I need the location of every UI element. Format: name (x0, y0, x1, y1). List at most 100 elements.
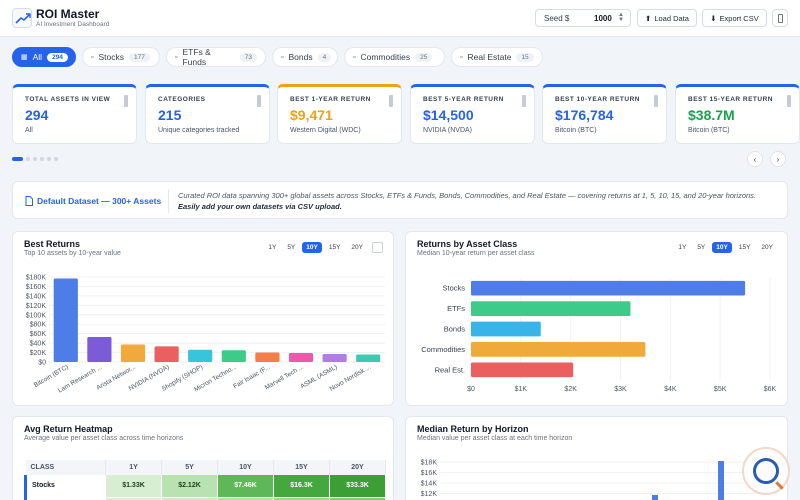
asset-class-panel: Returns by Asset Class Median 10-year re… (405, 231, 788, 406)
timeframe-1y[interactable]: 1Y (268, 244, 277, 251)
heatmap-panel: Avg Return Heatmap Average value per ass… (12, 416, 394, 500)
drag-handle-icon[interactable] (389, 95, 393, 107)
tab-commodities[interactable]: ▫ Commodities 25 (344, 47, 445, 67)
chevron-right-icon: › (776, 154, 780, 164)
bar (221, 350, 246, 362)
export-csv-label: Export CSV (719, 13, 759, 23)
x-tick-label: $2K (564, 386, 577, 393)
stat-card-best-15y[interactable]: BEST 15-YEAR RETURN $38.7M Bitcoin (BTC) (675, 84, 800, 144)
timeframe-5y[interactable]: 5Y (697, 244, 706, 251)
stat-card-best-1y[interactable]: BEST 1-YEAR RETURN $9,471 Western Digita… (277, 84, 402, 144)
column-header[interactable]: CLASS (25, 460, 106, 475)
seed-value[interactable]: 1000 (594, 14, 612, 23)
stat-label: BEST 5-YEAR RETURN (423, 96, 504, 103)
column-header[interactable]: 10Y (217, 460, 274, 475)
panel-subtitle: Median 10-year return per asset class (417, 250, 535, 257)
spinner-icon[interactable]: ▲ ▼ (618, 12, 624, 23)
carousel-dot[interactable] (54, 157, 58, 161)
stat-sub: Western Digital (WDC) (290, 127, 361, 134)
y-tick-label: $0 (38, 360, 46, 367)
stat-card-categories[interactable]: CATEGORIES 215 Unique categories tracked (145, 84, 270, 144)
column-header[interactable]: 5Y (161, 460, 218, 475)
timeframe-10y[interactable]: 10Y (712, 242, 732, 253)
bar (471, 321, 541, 337)
carousel-next-button[interactable]: › (770, 151, 786, 167)
y-tick-label: $40K (30, 341, 47, 348)
tab-real-estate[interactable]: ▫ Real Estate 15 (451, 47, 543, 67)
heat-cell (161, 497, 218, 500)
drag-handle-icon[interactable] (124, 95, 128, 107)
stat-card-total-assets[interactable]: TOTAL ASSETS IN VIEW 294 All (12, 84, 137, 144)
tab-label: Real Estate (467, 52, 512, 62)
divider (168, 189, 169, 213)
stat-value: $14,500 (423, 107, 474, 123)
panel-title: Returns by Asset Class (417, 239, 518, 249)
bar (718, 461, 724, 500)
y-tick-label: $80K (30, 322, 47, 329)
drag-handle-icon[interactable] (787, 95, 791, 107)
y-tick-label: $16K (421, 470, 438, 477)
timeframe-20y[interactable]: 20Y (351, 244, 363, 251)
carousel-dot[interactable] (47, 157, 51, 161)
x-tick-label: $1K (515, 386, 528, 393)
stat-label: BEST 10-YEAR RETURN (555, 96, 640, 103)
tab-count: 15 (516, 52, 534, 62)
banner-description: Curated ROI data spanning 300+ global as… (178, 191, 757, 200)
column-header[interactable]: 15Y (273, 460, 330, 475)
panel-subtitle: Average value per asset class across tim… (24, 435, 184, 442)
drag-handle-icon[interactable] (257, 95, 261, 107)
column-header[interactable]: 1Y (105, 460, 162, 475)
drag-handle-icon[interactable] (654, 95, 658, 107)
y-tick-label: ETFs (447, 304, 465, 313)
tab-etfs-funds[interactable]: ▫ ETFs & Funds 73 (166, 47, 266, 67)
x-tick-label: $3K (614, 386, 627, 393)
carousel-dot[interactable] (26, 157, 30, 161)
timeframe-15y[interactable]: 15Y (328, 244, 341, 251)
stat-label: CATEGORIES (158, 96, 206, 103)
stat-value: $38.7M (688, 107, 735, 123)
app-header: ROI Master AI Investment Dashboard Seed … (0, 0, 800, 37)
heat-cell: $2.12K (161, 475, 218, 498)
timeframe-5y[interactable]: 5Y (287, 244, 296, 251)
stat-card-best-5y[interactable]: BEST 5-YEAR RETURN $14,500 NVIDIA (NVDA) (410, 84, 535, 144)
y-tick-label: $180K (26, 275, 47, 282)
heat-cell (329, 497, 386, 500)
timeframe-10y[interactable]: 10Y (302, 242, 322, 253)
banner-title-text: Default Dataset — 300+ Assets (37, 196, 162, 206)
export-csv-button[interactable]: ⬇ Export CSV (702, 9, 767, 27)
menu-button[interactable] (772, 9, 788, 27)
carousel-dot[interactable] (40, 157, 44, 161)
column-header[interactable]: 20Y (329, 460, 386, 475)
table-row: ETFs (24, 497, 386, 500)
timeframe-1y[interactable]: 1Y (678, 244, 687, 251)
stat-sub: All (25, 127, 33, 134)
carousel-prev-button[interactable]: ‹ (747, 151, 763, 167)
load-data-button[interactable]: ⬆ Load Data (637, 9, 697, 27)
tab-bonds[interactable]: ▫ Bonds 4 (272, 47, 338, 67)
tab-label: Commodities (360, 52, 411, 62)
bonds-icon: ▫ (281, 53, 284, 61)
tab-all[interactable]: ▦ All 294 (12, 47, 76, 67)
carousel-dot[interactable] (33, 157, 37, 161)
table-row: Stocks $1.33K $2.12K $7.46K $16.3K $33.3… (24, 475, 386, 498)
stat-card-best-10y[interactable]: BEST 10-YEAR RETURN $176,784 Bitcoin (BT… (542, 84, 667, 144)
stat-sub: Unique categories tracked (158, 127, 240, 134)
tab-stocks[interactable]: ▫ Stocks 177 (82, 47, 160, 67)
bar (120, 344, 146, 362)
expand-icon[interactable] (372, 242, 383, 253)
y-tick-label: Real Est. (435, 365, 465, 374)
bar (288, 353, 314, 362)
seed-label: Seed $ (544, 14, 570, 23)
drag-handle-icon[interactable] (522, 95, 526, 107)
seed-input[interactable]: Seed $ 1000 ▲ ▼ (535, 9, 631, 27)
heat-cell (217, 497, 274, 500)
carousel-pagination (12, 157, 58, 161)
timeframe-15y[interactable]: 15Y (738, 244, 751, 251)
best-returns-chart: $0 $20K $40K $60K $80K $100K $120K $140K $160K $1… (26, 275, 385, 394)
bar (53, 278, 78, 362)
assistant-button[interactable] (742, 447, 790, 495)
heatmap-table: CLASS 1Y 5Y 10Y 15Y 20Y Stocks $1.33K $2… (24, 460, 386, 500)
timeframe-20y[interactable]: 20Y (761, 244, 773, 251)
trend-up-icon (15, 13, 31, 24)
carousel-dot[interactable] (12, 157, 23, 161)
